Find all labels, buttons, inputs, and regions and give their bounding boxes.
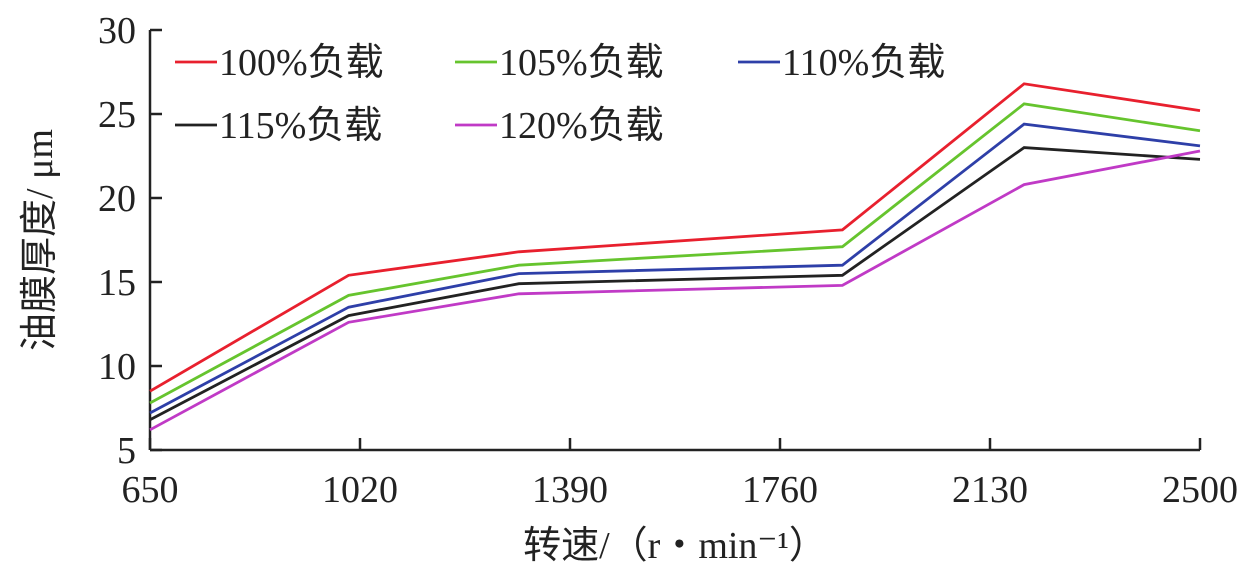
y-axis-title: 油膜厚度/ μm bbox=[19, 129, 61, 351]
legend-label-3: 115%负载 bbox=[219, 105, 382, 147]
axes bbox=[148, 30, 1200, 452]
y-tick-label: 25 bbox=[98, 94, 136, 136]
series-lines bbox=[149, 82, 1201, 432]
x-ticks: 650 1020 1390 1760 2130 2500 bbox=[122, 438, 1238, 511]
y-ticks: 5 10 15 20 25 30 bbox=[98, 10, 162, 472]
series-line-0 bbox=[149, 82, 1201, 393]
y-tick-label: 15 bbox=[98, 262, 136, 304]
y-tick-label: 10 bbox=[98, 346, 136, 388]
legend-label-0: 100%负载 bbox=[219, 42, 384, 84]
series-line-2 bbox=[149, 122, 1201, 415]
x-tick-label: 650 bbox=[122, 469, 179, 511]
y-tick-label: 5 bbox=[117, 430, 136, 472]
series-line-4 bbox=[149, 149, 1201, 432]
x-tick-label: 2130 bbox=[952, 469, 1028, 511]
y-tick-label: 30 bbox=[98, 10, 136, 52]
x-tick-label: 1760 bbox=[742, 469, 818, 511]
x-tick-label: 1020 bbox=[322, 469, 398, 511]
legend-label-2: 110%负载 bbox=[782, 42, 945, 84]
y-tick-label: 20 bbox=[98, 178, 136, 220]
legend-label-1: 105%负载 bbox=[499, 42, 664, 84]
legend-label-4: 120%负载 bbox=[499, 105, 664, 147]
legend: 100%负载 105%负载 110%负载 115%负载 120%负载 bbox=[175, 42, 945, 147]
x-tick-label: 2500 bbox=[1162, 469, 1238, 511]
series-line-1 bbox=[149, 102, 1201, 405]
series-line-3 bbox=[149, 146, 1201, 422]
x-axis-title: 转速/（r・min⁻¹） bbox=[523, 525, 827, 567]
x-tick-label: 1390 bbox=[532, 469, 608, 511]
